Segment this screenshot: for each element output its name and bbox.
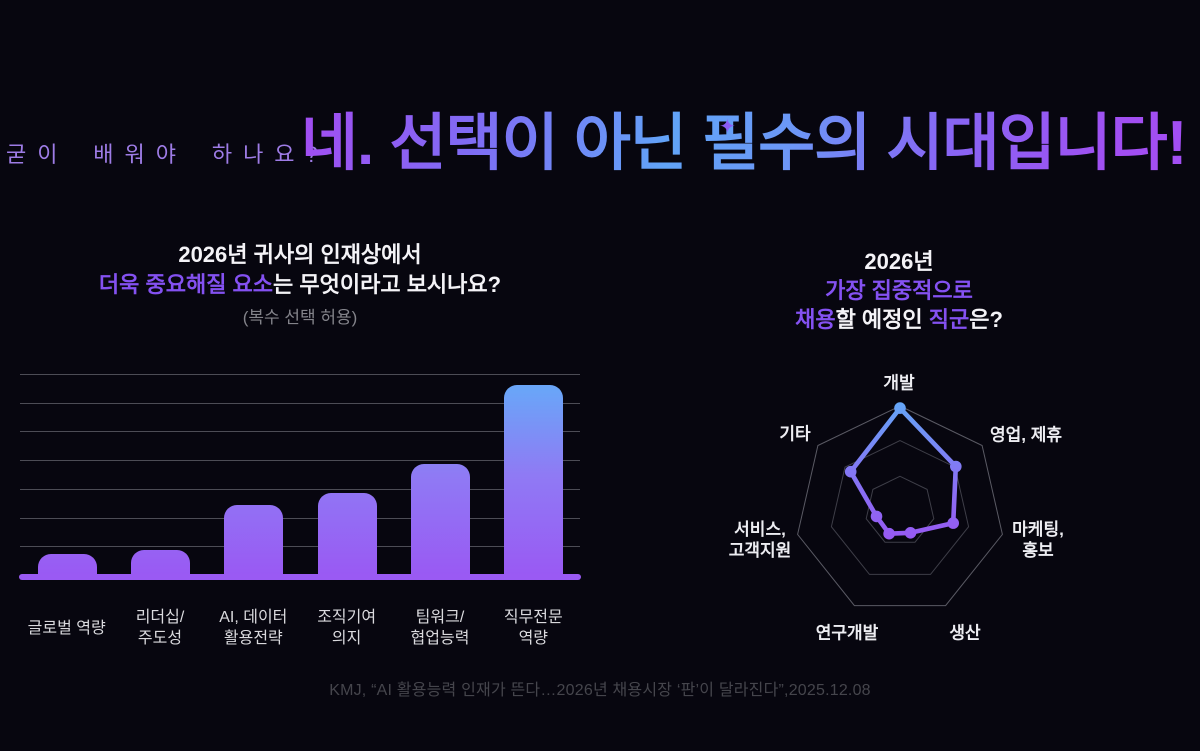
radar-grid-ring [865, 475, 935, 543]
headline: 네. 선택이 아닌 필수의 시대입니다! [301, 109, 1187, 178]
radar-axis-label: 영업, 제휴 [989, 425, 1063, 445]
radar-data-line [848, 405, 959, 536]
bar-chart [19, 368, 581, 580]
bar-4 [317, 492, 377, 580]
kicker-text: 굳이 배워야 하나요? [6, 142, 329, 167]
source-citation: KMJ, “AI 활용능력 인재가 뜬다…2026년 채용시장 ‘판’이 달라진… [329, 682, 871, 699]
bar-chart-subtitle: (복수 선택 허용) [242, 308, 358, 327]
bar-3 [224, 504, 284, 580]
radar-axis-label: 마케팅, 홍보 [1012, 520, 1064, 560]
gridline [20, 460, 580, 462]
gridline [20, 546, 580, 548]
bar-6 [504, 385, 563, 580]
gridline [20, 517, 580, 519]
radar-data-point [870, 510, 883, 523]
bar-title-line2: 더욱 중요해질 요소는 무엇이라고 보시나요? [98, 272, 502, 297]
radar-axis-label: 연구개발 [815, 623, 879, 643]
bar-5 [410, 464, 470, 580]
radar-data-point [894, 402, 906, 414]
bar-category-label: 리더십/주도성 [135, 609, 185, 647]
sparkle-icon: ✦ [719, 116, 736, 138]
radar-axis-label: 기타 [779, 424, 811, 444]
radar-axis-label: 생산 [949, 623, 981, 643]
gridline [20, 431, 580, 433]
radar-axis-label: 개발 [883, 373, 915, 393]
gridline [20, 488, 580, 490]
radar-title-line1: 2026년 [864, 249, 934, 274]
radar-axis-label: 서비스, 고객지원 [728, 520, 792, 560]
radar-chart-title: 2026년 가장 집중적으로 채용할 예정인 직군은? [699, 247, 1099, 334]
radar-data-point [844, 465, 857, 478]
bar-category-label: AI, 데이터 활용전략 [219, 609, 288, 647]
radar-title-line2: 가장 집중적으로 [825, 278, 973, 303]
bar-category-label: 글로벌 역량 [27, 619, 106, 637]
radar-grid-ring [797, 405, 1003, 607]
radar-data-point [904, 527, 917, 539]
gridline [20, 374, 580, 375]
x-axis-line [19, 574, 581, 580]
radar-data-point [947, 517, 959, 529]
bar-category-label: 팀워크/협업능력 [410, 609, 470, 647]
radar-data-point [950, 460, 962, 473]
radar-chart [797, 402, 1003, 607]
bar-title-accent: 더욱 중요해질 요소 [98, 272, 274, 297]
bar-category-label: 조직기여 의지 [317, 609, 377, 647]
radar-data-point [883, 527, 895, 540]
gridline [20, 402, 580, 404]
bar-title-line1: 2026년 귀사의 인재상에서 [178, 242, 422, 267]
bar-chart-title: 2026년 귀사의 인재상에서 더욱 중요해질 요소는 무엇이라고 보시나요? … [60, 240, 540, 333]
bar-category-label: 직무전문 역량 [503, 609, 563, 647]
radar-title-line3: 채용할 예정인 직군은? [795, 307, 1003, 332]
bar-category-labels: 글로벌 역량 리더십/주도성 AI, 데이터 활용전략 조직기여 의지 팀워크/협업능력 직무… [20, 604, 580, 652]
